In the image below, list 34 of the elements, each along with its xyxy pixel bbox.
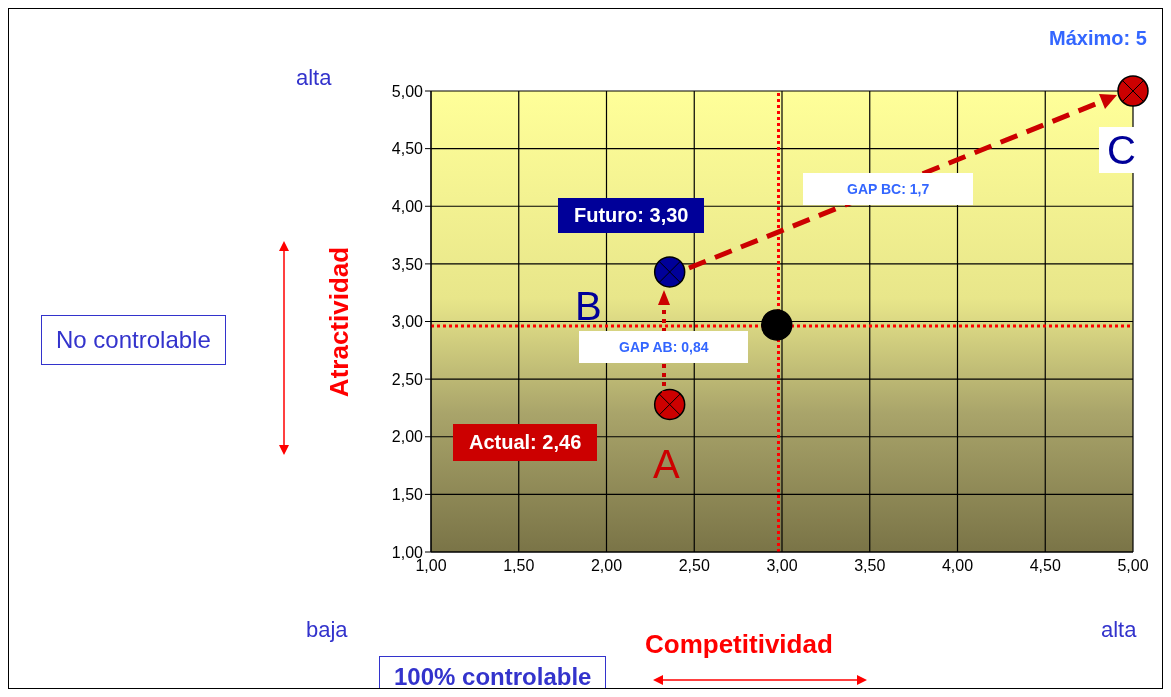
text: 100% controlable	[393, 662, 593, 690]
point	[1117, 75, 1149, 107]
label-box: Futuro: 3,30	[558, 198, 705, 233]
annotation: A	[653, 441, 680, 487]
x-axis-title: Competitividad	[645, 629, 833, 660]
text: alta	[296, 65, 332, 91]
x-tick-label: 5,00	[1117, 557, 1149, 575]
annotation: B	[575, 283, 602, 329]
label-box: GAP BC: 1,7	[803, 173, 974, 206]
y-tick-label: 3,50	[391, 255, 424, 273]
point	[760, 309, 793, 341]
label-box: Actual: 2,46	[453, 424, 598, 461]
text: Máximo: 5	[1049, 27, 1147, 50]
point	[653, 256, 686, 288]
y-tick-label: 5,00	[391, 82, 424, 100]
x-tick-label: 3,50	[854, 557, 886, 575]
text: alta	[1101, 617, 1137, 643]
y-tick-label: 4,00	[391, 197, 424, 215]
y-tick-label: 3,00	[391, 313, 424, 331]
text: No controlable	[41, 315, 226, 365]
x-tick-label: 3,00	[766, 557, 798, 575]
text: baja	[306, 617, 348, 643]
x-tick-label: 2,00	[590, 557, 623, 575]
y-tick-label: 2,00	[391, 428, 424, 446]
x-tick-label: 4,50	[1029, 557, 1061, 575]
x-tick-label: 4,00	[941, 557, 974, 575]
y-tick-label: 2,50	[391, 370, 424, 388]
y-axis-title: Atractividad	[323, 246, 355, 397]
label-box: GAP AB: 0,84	[579, 331, 749, 364]
y-tick-label: 1,50	[391, 486, 424, 504]
y-tick-label: 4,50	[391, 140, 424, 158]
point	[653, 388, 686, 421]
x-tick-label: 1,50	[503, 557, 535, 575]
x-tick-label: 2,50	[678, 557, 710, 575]
